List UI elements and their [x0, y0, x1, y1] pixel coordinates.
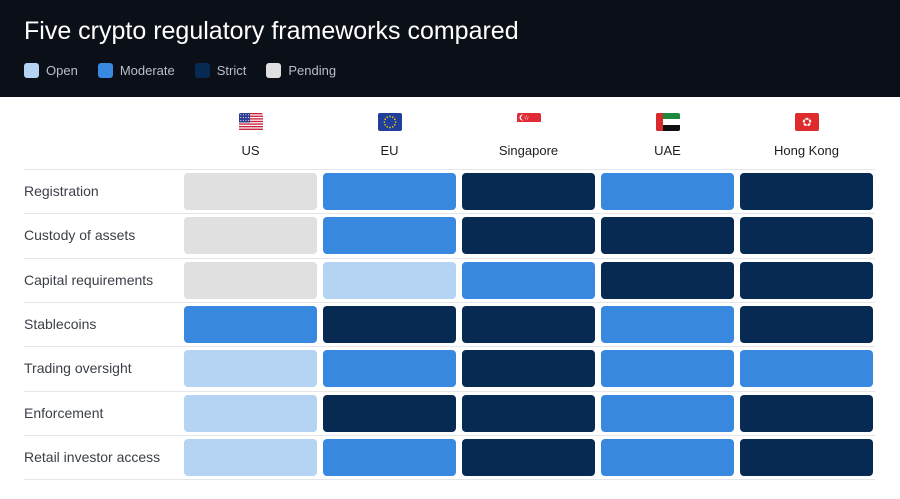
column-label: US — [241, 143, 260, 158]
row-label: Stablecoins — [24, 315, 97, 332]
heatmap-cell — [462, 217, 595, 255]
legend: Open Moderate Strict Pending — [24, 62, 356, 78]
row-label: Trading oversight — [24, 360, 132, 377]
legend-label: Moderate — [119, 62, 175, 78]
column-label: Hong Kong — [773, 143, 840, 158]
column-label: Singapore — [498, 143, 559, 158]
row-divider — [24, 257, 875, 259]
heatmap-cell — [462, 261, 595, 299]
heatmap-cell — [323, 350, 456, 388]
column-header: Singapore — [462, 112, 595, 158]
heatmap-cell — [323, 438, 456, 476]
heatmap-cell — [323, 173, 456, 210]
heatmap-grid: US EU Singapore UAE Hong Kong Registration Cus… — [0, 97, 900, 499]
row-label: Enforcement — [24, 404, 104, 421]
heatmap-cell — [740, 217, 873, 255]
heatmap-cell — [184, 394, 317, 432]
row-label: Retail investor access — [24, 448, 161, 465]
row-divider — [24, 169, 875, 170]
column-header: UAE — [601, 112, 734, 158]
heatmap-cell — [462, 438, 595, 476]
heatmap-cell — [323, 394, 456, 432]
row-divider — [24, 434, 875, 436]
heatmap-cell — [601, 305, 734, 343]
column-header: EU — [323, 112, 456, 158]
heatmap-cell — [462, 350, 595, 388]
row-divider — [24, 479, 875, 481]
heatmap-cell — [462, 173, 595, 210]
legend-label: Pending — [288, 62, 337, 78]
us-flag-icon — [238, 112, 264, 137]
row-label: Capital requirements — [24, 271, 154, 288]
legend-swatch — [24, 62, 39, 78]
heatmap-cell — [601, 350, 734, 388]
legend-swatch — [194, 62, 210, 78]
heatmap-cell — [601, 261, 734, 299]
heatmap-cell — [601, 438, 734, 476]
chart-header: Five crypto regulatory frameworks compar… — [0, 0, 900, 97]
heatmap-cell — [184, 438, 317, 476]
heatmap-cell — [323, 217, 456, 255]
legend-item-strict: Strict — [194, 62, 247, 78]
column-header: Hong Kong — [740, 112, 873, 158]
heatmap-cell — [601, 173, 734, 210]
heatmap-cell — [601, 217, 734, 255]
heatmap-cell — [601, 394, 734, 432]
legend-swatch — [97, 62, 113, 78]
heatmap-cell — [740, 261, 873, 299]
row-divider — [24, 346, 875, 348]
row-divider — [24, 213, 875, 215]
heatmap-cell — [184, 350, 317, 388]
hong-kong-flag-icon — [794, 112, 820, 137]
heatmap-cell — [184, 217, 317, 255]
column-label: UAE — [654, 143, 681, 158]
heatmap-cell — [184, 261, 317, 299]
row-divider — [24, 390, 875, 392]
heatmap-cell — [740, 305, 873, 343]
heatmap-cell — [740, 173, 873, 210]
heatmap-cell — [184, 173, 317, 210]
heatmap-cell — [323, 261, 456, 299]
row-label: Registration — [24, 183, 99, 199]
row-divider — [24, 301, 875, 303]
eu-flag-icon — [377, 112, 403, 137]
legend-swatch — [266, 62, 282, 78]
singapore-flag-icon — [516, 112, 542, 137]
heatmap-cell — [462, 305, 595, 343]
legend-item-pending: Pending — [266, 62, 337, 78]
column-header: US — [184, 112, 317, 158]
heatmap-cell — [740, 350, 873, 388]
legend-label: Strict — [216, 62, 247, 78]
heatmap-cell — [323, 305, 456, 343]
chart-title: Five crypto regulatory frameworks compar… — [24, 17, 519, 45]
column-label: EU — [380, 143, 399, 158]
uae-flag-icon — [655, 112, 681, 137]
legend-label: Open — [46, 62, 78, 78]
heatmap-cell — [740, 394, 873, 432]
heatmap-cell — [184, 305, 317, 343]
legend-item-open: Open — [24, 62, 78, 78]
heatmap-cell — [462, 394, 595, 432]
row-label: Custody of assets — [24, 227, 136, 244]
heatmap-cell — [740, 438, 873, 476]
legend-item-moderate: Moderate — [97, 62, 175, 78]
